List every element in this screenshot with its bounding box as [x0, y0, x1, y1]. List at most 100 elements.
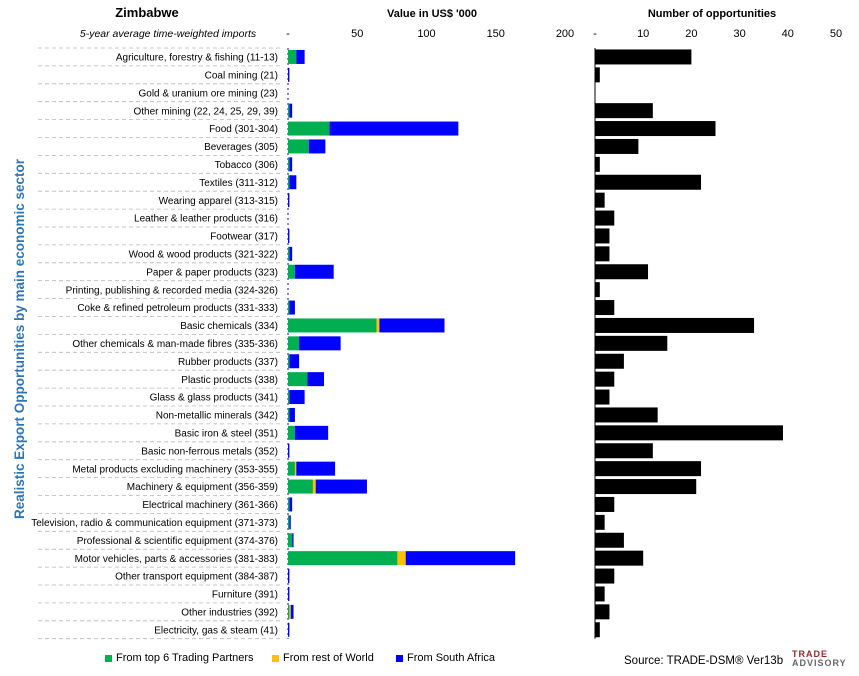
value-bar-segment — [288, 175, 290, 190]
legend-label-rest: From rest of World — [283, 652, 374, 664]
category-label: Printing, publishing & recorded media (3… — [66, 285, 278, 296]
value-bar-segment — [288, 533, 293, 548]
value-bar-segment — [289, 175, 297, 190]
category-label: Other chemicals & man-made fibres (335-3… — [72, 339, 278, 350]
value-bar-segment — [288, 551, 398, 566]
category-label: Glass & glass products (341) — [150, 393, 278, 404]
trade-advisory-logo: TRADE ADVISORY — [792, 650, 847, 668]
axes-layer: - 50 100 150 200 - 10 20 30 40 50 — [38, 28, 842, 640]
opportunity-bar — [595, 532, 624, 548]
opportunity-bar — [595, 461, 702, 477]
opportunity-bar — [595, 210, 615, 226]
value-bar-segment — [289, 407, 295, 422]
opportunity-bar — [595, 317, 755, 333]
value-bar-segment — [288, 103, 290, 118]
value-bar-segment — [397, 551, 406, 566]
opportunity-bar — [595, 138, 639, 154]
value-bar-segment — [288, 49, 297, 64]
legend-label-sa: From South Africa — [407, 652, 496, 664]
value-bar-segment — [288, 515, 290, 530]
value-tick-label: 50 — [351, 28, 363, 40]
opportunity-bar — [595, 371, 615, 387]
value-bar-segment — [289, 354, 300, 369]
opportunity-bar — [595, 156, 600, 172]
category-label: Beverages (305) — [204, 142, 278, 153]
value-bar-segment — [288, 425, 295, 440]
value-bar-segment — [289, 157, 293, 172]
value-bar-segment — [288, 390, 290, 405]
legend-item-top6: From top 6 Trading Partners — [105, 652, 254, 664]
category-label: Non-metallic minerals (342) — [156, 411, 278, 422]
opportunity-tick-label: 30 — [733, 28, 745, 40]
category-label: Television, radio & communication equipm… — [31, 518, 278, 529]
value-bar-segment — [288, 497, 290, 512]
value-bar-segment — [288, 443, 290, 458]
value-bar-segment — [376, 318, 380, 333]
opportunity-tick-label: 40 — [782, 28, 794, 40]
category-label: Machinery & equipment (356-359) — [127, 482, 278, 493]
category-label: Metal products excluding machinery (353-… — [72, 464, 278, 475]
opportunity-bar — [595, 335, 668, 351]
category-label: Rubber products (337) — [178, 357, 278, 368]
category-label: Textiles (311-312) — [199, 178, 278, 189]
category-label: Wood & wood products (321-322) — [129, 249, 278, 260]
category-label: Paper & paper products (323) — [146, 267, 278, 278]
category-label: Other mining (22, 24, 25, 29, 39) — [133, 106, 278, 117]
value-chart-title: Value in US$ '000 — [387, 8, 477, 20]
opportunities-chart-title: Number of opportunities — [648, 8, 776, 20]
source-note: Source: TRADE-DSM® Ver13b — [624, 655, 784, 667]
opportunity-tick-label: 50 — [830, 28, 842, 40]
chart-subtitle: 5-year average time-weighted imports — [80, 28, 257, 40]
category-label: Leather & leather products (316) — [134, 214, 278, 225]
value-bars — [288, 49, 516, 637]
category-label: Electrical machinery (361-366) — [142, 500, 278, 511]
category-label: Other transport equipment (384-387) — [115, 572, 278, 583]
legend-swatch-sa — [396, 654, 403, 662]
value-bar-segment — [288, 336, 300, 351]
value-bar-segment — [296, 49, 305, 64]
opportunity-bar — [595, 425, 783, 441]
category-label: Footwear (317) — [210, 232, 278, 243]
category-label: Plastic products (338) — [181, 375, 278, 386]
value-bar-segment — [288, 228, 290, 243]
opportunity-bar — [595, 622, 600, 638]
value-bar-segment — [289, 103, 293, 118]
category-labels: Agriculture, forestry & fishing (11-13) C… — [31, 53, 278, 637]
opportunity-bar — [595, 479, 697, 495]
value-bar-segment — [288, 193, 290, 208]
value-bar-segment — [307, 372, 325, 387]
value-bar-segment — [288, 121, 330, 136]
opportunity-bar — [595, 514, 605, 530]
opportunity-tick-label: - — [593, 28, 597, 40]
value-bar-segment — [315, 479, 367, 494]
value-bar-segment — [289, 300, 295, 315]
opportunity-bar — [595, 282, 600, 298]
value-bar-segment — [288, 586, 290, 601]
value-bar-segment — [405, 551, 516, 566]
opportunity-bar — [595, 407, 658, 423]
value-bar-segment — [288, 264, 295, 279]
opportunity-bar — [595, 550, 644, 566]
value-bar-segment — [299, 336, 341, 351]
value-bar-segment — [288, 407, 290, 422]
value-bar-segment — [288, 157, 290, 172]
category-label: Wearing apparel (313-315) — [159, 196, 278, 207]
category-label: Basic chemicals (334) — [180, 321, 278, 332]
legend-item-sa: From South Africa — [396, 652, 495, 664]
opportunity-bar — [595, 121, 716, 137]
value-bar-segment — [296, 461, 336, 476]
value-bar-segment — [379, 318, 445, 333]
value-tick-label: 200 — [556, 28, 574, 40]
opportunity-bars — [595, 49, 783, 638]
opportunity-bar — [595, 228, 610, 244]
value-bar-segment — [294, 461, 297, 476]
category-label: Agriculture, forestry & fishing (11-13) — [116, 53, 278, 64]
value-bar-segment — [289, 515, 291, 530]
opportunity-tick-label: 10 — [637, 28, 649, 40]
opportunity-bar — [595, 586, 605, 602]
legend-swatch-rest — [272, 654, 279, 662]
value-bar-segment — [292, 533, 294, 548]
opportunity-bar — [595, 49, 692, 65]
value-bar-segment — [288, 67, 290, 82]
opportunity-bar — [595, 67, 600, 83]
